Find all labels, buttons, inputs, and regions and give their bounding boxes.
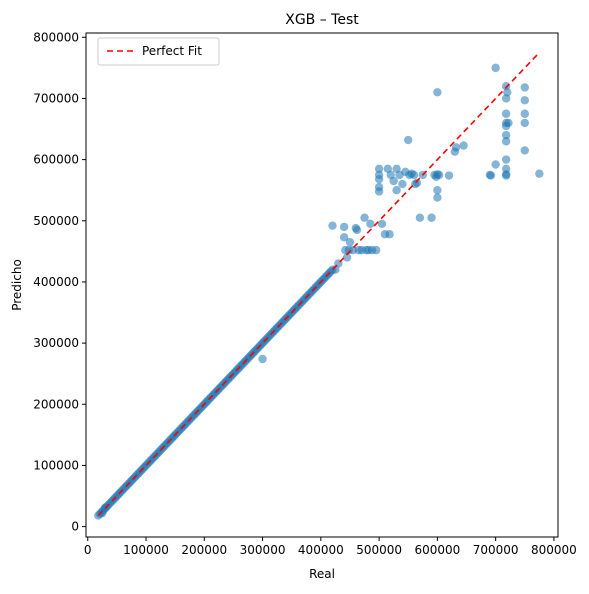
scatter-point	[520, 83, 529, 92]
x-tick-label: 100000	[123, 543, 169, 557]
scatter-point	[520, 118, 529, 128]
scatter-point	[501, 137, 511, 146]
y-tick-label: 500000	[33, 214, 79, 228]
y-tick-label: 700000	[33, 91, 79, 105]
plot-frame	[85, 32, 559, 538]
scatter-point	[491, 160, 500, 169]
scatter-point	[377, 219, 387, 229]
scatter-point	[342, 253, 352, 262]
y-tick-label: 0	[71, 520, 79, 534]
scatter-point	[501, 109, 511, 118]
scatter-point	[328, 221, 337, 230]
scatter-point	[345, 237, 355, 247]
scatter-point	[501, 130, 511, 140]
scatter-point	[433, 88, 442, 97]
legend-label-perfect-fit: Perfect Fit	[142, 44, 202, 58]
x-tick-label: 700000	[473, 543, 519, 557]
legend: Perfect Fit	[97, 37, 220, 66]
scatter-point	[374, 187, 384, 196]
scatter-point	[451, 143, 461, 152]
scatter-point	[501, 155, 511, 164]
scatter-point	[433, 193, 442, 202]
y-tick-label: 300000	[33, 336, 79, 350]
scatter-point	[520, 96, 529, 105]
y-axis-label: Predicho	[10, 259, 24, 311]
scatter-point	[389, 176, 398, 186]
scatter-point	[398, 179, 407, 189]
scatter-point	[392, 185, 401, 195]
legend-box	[97, 37, 220, 66]
scatter-point	[501, 171, 511, 180]
scatter-point	[434, 170, 444, 180]
scatter-point	[415, 213, 425, 222]
scatter-point	[352, 225, 362, 235]
scatter-point	[374, 164, 384, 173]
scatter-point	[404, 135, 413, 145]
y-axis-ticks: 0 100000 200000 300000 400000 500000 600000 700…	[33, 30, 86, 534]
scatter-point	[491, 63, 500, 73]
scatter-point	[535, 169, 544, 178]
scatter-point	[433, 185, 442, 195]
y-tick-label: 100000	[33, 458, 79, 472]
x-axis-ticks: 0 100000 200000 300000 400000 500000 600000 700…	[84, 537, 577, 557]
y-tick-label: 800000	[33, 30, 79, 44]
y-tick-label: 600000	[33, 153, 79, 167]
x-tick-label: 200000	[181, 543, 227, 557]
x-tick-label: 400000	[298, 543, 344, 557]
scatter-point	[371, 245, 381, 255]
scatter-point	[339, 222, 349, 232]
x-tick-label: 0	[84, 543, 92, 557]
scatter-point	[409, 170, 419, 180]
perfect-fit-line	[97, 52, 540, 517]
scatter-point	[444, 171, 454, 180]
y-tick-label: 200000	[33, 397, 79, 411]
x-axis-label: Real	[309, 567, 335, 581]
x-tick-label: 300000	[240, 543, 286, 557]
scatter-point	[412, 178, 422, 188]
x-tick-label: 800000	[531, 543, 577, 557]
x-tick-label: 500000	[356, 543, 402, 557]
scatter-point	[459, 141, 468, 150]
scatter-point	[486, 171, 496, 180]
scatter-point	[258, 354, 267, 364]
scatter-point	[520, 109, 529, 118]
scatter-point	[504, 118, 513, 128]
scatter-point	[366, 219, 375, 229]
scatter-point	[385, 230, 394, 239]
y-tick-label: 400000	[33, 275, 79, 289]
scatter-point	[503, 88, 512, 97]
scatter-point	[339, 233, 349, 242]
scatter-point	[360, 213, 369, 222]
scatter-point	[374, 174, 384, 184]
scatter-point	[520, 146, 529, 155]
chart-title: XGB – Test	[285, 12, 359, 28]
scatter-point	[348, 245, 358, 255]
x-tick-label: 600000	[414, 543, 460, 557]
scatter-point	[427, 213, 436, 222]
